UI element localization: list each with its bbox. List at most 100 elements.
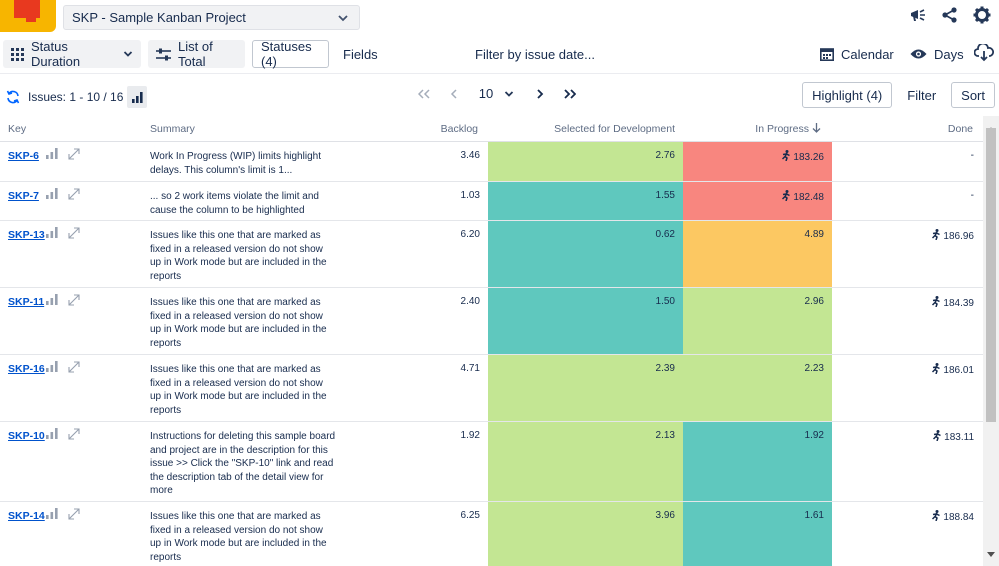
page-size-value[interactable]: 10 [478,86,494,101]
column-header-in-progress[interactable]: In Progress [755,123,809,135]
scrollbar-thumb[interactable] [986,128,996,422]
expand-icon[interactable] [68,188,80,203]
highlight-button[interactable]: Highlight (4) [802,82,893,108]
table-row: SKP-6 Work In Progress (WIP) limits highl… [0,142,983,182]
fields-label: Fields [343,46,378,62]
issue-key-link[interactable]: SKP-7 [8,190,39,202]
issue-key-link[interactable]: SKP-10 [8,430,45,442]
vertical-scrollbar[interactable] [983,116,999,566]
column-header-backlog[interactable]: Backlog [440,123,478,135]
bar-chart-icon[interactable] [46,188,58,203]
expand-icon[interactable] [68,148,80,163]
filter-label: Filter [907,87,937,103]
first-page-icon[interactable] [414,88,434,99]
issues-count: Issues: 1 - 10 / 16 [28,90,124,104]
next-page-icon[interactable] [530,88,550,99]
bar-chart-icon[interactable] [46,227,58,242]
list-of-total-button[interactable]: List of Total [148,39,245,69]
statuses-button[interactable]: Statuses (4) [252,39,329,69]
issue-key-link[interactable]: SKP-6 [8,150,39,162]
last-page-icon[interactable] [560,88,580,99]
download-button[interactable] [966,40,999,68]
highlight-label: Highlight (4) [812,87,883,103]
toolbar: Status Duration List of Total Statuses (… [0,36,999,74]
chevron-down-icon[interactable] [502,89,516,99]
in-progress-cell: 182.48 [683,182,832,220]
issue-key-link[interactable]: SKP-14 [8,510,45,522]
expand-icon[interactable] [68,508,80,523]
days-button[interactable]: Days [902,40,972,68]
calendar-button[interactable]: Calendar [812,40,902,68]
in-progress-value: 183.26 [793,151,824,163]
prev-page-icon[interactable] [444,88,464,99]
sort-button[interactable]: Sort [951,82,995,108]
expand-icon[interactable] [68,294,80,309]
runner-icon [931,363,941,377]
issue-summary: Issues like this one that are marked as … [150,364,327,416]
in-progress-cell: 183.26 [683,142,832,181]
bar-chart-icon[interactable] [46,508,58,523]
issues-table: Key Summary Backlog Selected for Develop… [0,116,983,566]
in-progress-value: 2.23 [804,363,824,374]
expand-icon[interactable] [68,428,80,443]
backlog-value: 2.40 [460,296,480,307]
top-bar: SKP - Sample Kanban Project [0,0,999,36]
gear-icon[interactable] [973,6,991,24]
issue-summary: Instructions for deleting this sample bo… [150,431,336,497]
fields-button[interactable]: Fields [335,40,386,68]
column-header-key[interactable]: Key [8,123,27,135]
runner-icon [932,430,942,444]
selected-cell: 2.13 [488,422,683,501]
project-selector[interactable]: SKP - Sample Kanban Project [63,5,360,30]
bar-chart-icon[interactable] [46,148,58,163]
done-value: 186.96 [943,230,974,242]
in-progress-value: 182.48 [793,191,824,203]
status-duration-label: Status Duration [31,39,81,69]
table-row: SKP-16 Issues like this one that are mark… [0,355,983,422]
table-row: SKP-13 Issues like this one that are mark… [0,221,983,288]
eye-icon [910,48,927,60]
in-progress-value: 1.92 [804,430,824,441]
bar-chart-icon[interactable] [46,428,58,443]
list-of-total-label: List of Total [178,39,213,69]
chevron-down-icon [337,12,349,27]
bar-chart-icon[interactable] [46,294,58,309]
filter-by-date-button[interactable]: Filter by issue date... [467,40,603,68]
selected-cell: 1.55 [488,182,683,220]
backlog-value: 1.03 [460,190,480,201]
selected-cell: 2.39 [488,355,683,421]
runner-icon [781,150,791,164]
status-duration-button[interactable]: Status Duration [3,39,141,69]
selected-cell: 2.76 [488,142,683,181]
days-label: Days [934,46,964,62]
bar-chart-icon[interactable] [127,86,148,108]
bar-chart-icon[interactable] [46,361,58,376]
backlog-value: 4.71 [460,363,480,374]
issue-key-link[interactable]: SKP-13 [8,229,45,241]
share-icon[interactable] [941,6,959,24]
scroll-down-icon[interactable] [987,545,995,563]
announcement-icon[interactable] [909,6,927,24]
expand-icon[interactable] [68,227,80,242]
backlog-value: 3.46 [460,150,480,161]
issue-key-link[interactable]: SKP-11 [8,296,45,308]
paging-row: Issues: 1 - 10 / 16 10 Highlight (4) Fil… [0,74,999,116]
column-header-summary[interactable]: Summary [150,123,195,135]
column-header-selected[interactable]: Selected for Development [554,123,675,135]
refresh-icon[interactable] [6,90,20,104]
chevron-down-icon [123,49,133,59]
selected-cell: 1.50 [488,288,683,354]
issue-summary: Work In Progress (WIP) limits highlight … [150,151,321,176]
expand-icon[interactable] [68,361,80,376]
sort-arrow-down-icon[interactable] [812,123,821,136]
column-header-done[interactable]: Done [947,123,973,135]
calendar-label: Calendar [841,46,894,62]
runner-icon [931,229,941,243]
filter-button[interactable]: Filter [898,82,945,108]
in-progress-value: 4.89 [804,229,824,240]
table-row: SKP-11 Issues like this one that are mark… [0,288,983,355]
issue-key-link[interactable]: SKP-16 [8,363,45,375]
calendar-icon [820,47,834,61]
selected-cell: 3.96 [488,502,683,566]
issue-summary: Issues like this one that are marked as … [150,297,327,349]
